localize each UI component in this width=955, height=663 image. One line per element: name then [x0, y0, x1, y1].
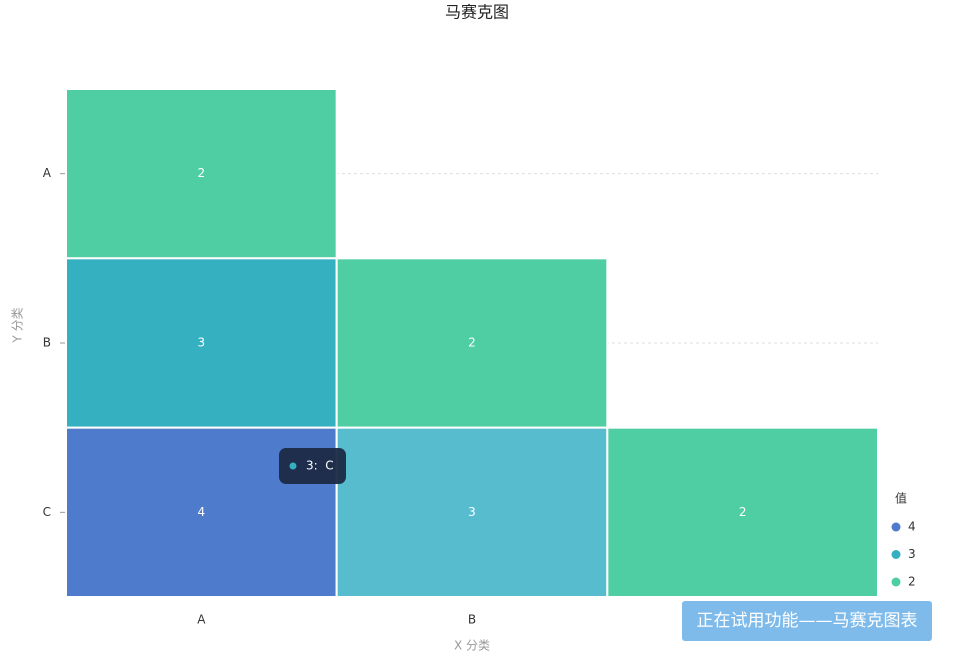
- mosaic-cell: [606, 426, 879, 598]
- x-tick-label: B: [468, 613, 476, 627]
- legend-label: 2: [908, 575, 916, 589]
- legend-label: 4: [908, 520, 916, 534]
- mosaic-cell: [65, 257, 338, 429]
- cell-label: 3: [198, 336, 206, 350]
- legend-swatch: [891, 550, 901, 559]
- tooltip-text: 3: C: [306, 459, 334, 473]
- y-axis-label: Y 分类: [11, 307, 25, 343]
- cell-label: 3: [468, 505, 476, 519]
- x-tick-label: A: [197, 613, 206, 627]
- mosaic-cell: [335, 426, 609, 598]
- legend-swatch: [891, 577, 901, 587]
- y-tick-label: A: [43, 166, 52, 180]
- chart-title: 马赛克图: [445, 3, 509, 22]
- y-tick-label: B: [43, 336, 51, 350]
- x-axis-label: X 分类: [454, 639, 490, 653]
- trial-notice: 正在试用功能——马赛克图表: [682, 601, 932, 641]
- tooltip-swatch: [289, 462, 297, 470]
- y-tick-label: C: [43, 505, 51, 519]
- cell-label: 4: [198, 505, 206, 519]
- legend-title: 值: [895, 491, 907, 506]
- tooltip-box: [279, 448, 346, 484]
- cell-label: 2: [739, 505, 747, 519]
- mosaic-cell: [335, 257, 609, 429]
- legend-label: 3: [908, 547, 916, 561]
- legend-swatch: [891, 522, 901, 532]
- mosaic-cell: [65, 88, 338, 260]
- cell-label: 2: [198, 166, 206, 180]
- cell-label: 2: [468, 336, 476, 350]
